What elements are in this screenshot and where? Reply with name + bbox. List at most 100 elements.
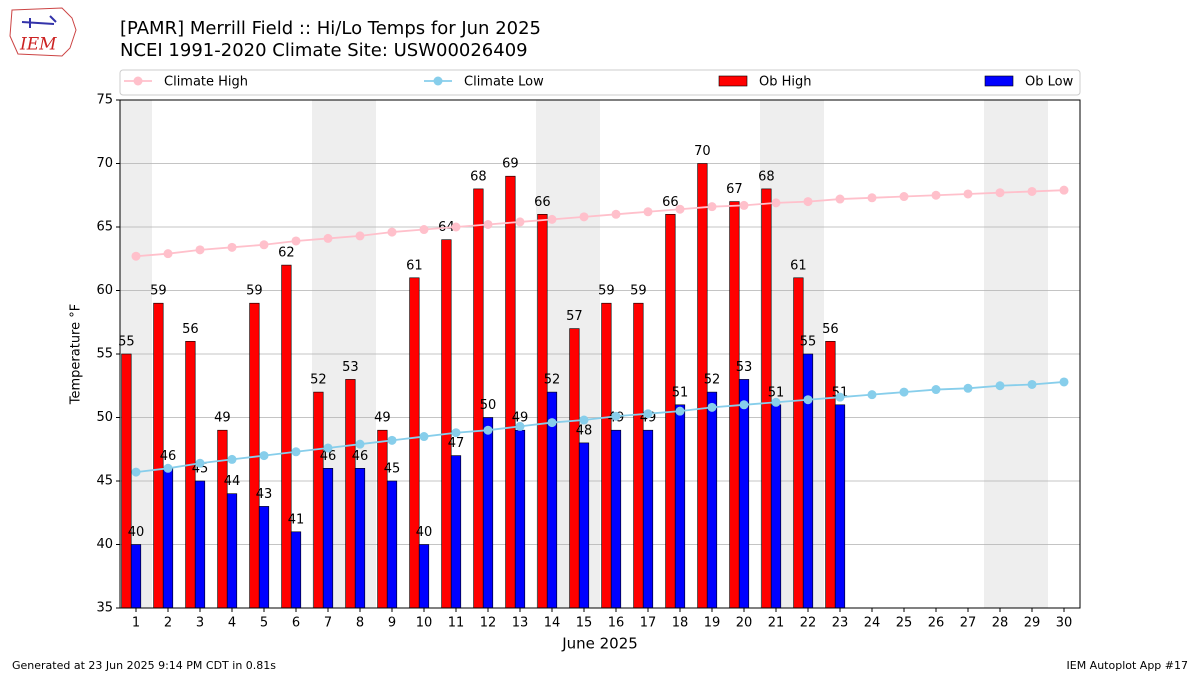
point — [227, 454, 237, 464]
bar — [569, 328, 580, 609]
x-tick-label: 28 — [992, 616, 1009, 631]
x-tick-label: 7 — [324, 616, 332, 631]
point — [739, 200, 749, 210]
data-label: 40 — [128, 525, 145, 540]
data-label: 55 — [800, 335, 817, 350]
plot-frame — [119, 99, 1081, 609]
legend-label: Climate High — [164, 75, 248, 90]
point — [355, 231, 365, 241]
bar — [802, 353, 814, 609]
bar — [825, 340, 836, 609]
point — [291, 236, 301, 246]
y-tick-label: 60 — [96, 283, 113, 298]
x-tick-label: 2 — [164, 616, 172, 631]
logo-icon — [21, 15, 57, 28]
y-axis-label: Temperature °F — [69, 304, 84, 405]
point — [515, 421, 525, 431]
legend-swatch — [984, 75, 1014, 87]
y-tick-label: 50 — [96, 410, 113, 425]
point — [387, 435, 397, 445]
x-tick-label: 3 — [196, 616, 204, 631]
x-tick-label: 9 — [388, 616, 396, 631]
x-tick-label: 26 — [928, 616, 945, 631]
data-label: 45 — [192, 462, 209, 477]
x-tick-label: 5 — [260, 616, 268, 631]
bar — [130, 544, 142, 609]
point — [707, 402, 717, 412]
bar — [578, 442, 590, 609]
bar — [418, 544, 430, 609]
data-label: 49 — [512, 411, 529, 426]
data-label: 59 — [150, 284, 167, 299]
point — [835, 392, 845, 402]
bar — [377, 429, 388, 609]
legend-marker — [133, 76, 143, 86]
data-label: 51 — [672, 385, 689, 400]
bar — [793, 277, 804, 609]
bar — [258, 506, 270, 609]
point — [643, 409, 653, 419]
data-label: 40 — [416, 525, 433, 540]
point — [515, 217, 525, 227]
point — [579, 212, 589, 222]
x-tick-label: 11 — [448, 616, 465, 631]
x-axis-label: June 2025 — [561, 635, 638, 653]
data-label: 59 — [598, 284, 615, 299]
bar — [642, 429, 654, 609]
x-tick-label: 13 — [512, 616, 529, 631]
bar — [706, 391, 718, 609]
x-tick-label: 27 — [960, 616, 977, 631]
bar — [354, 467, 366, 609]
bar — [482, 417, 494, 609]
point — [899, 192, 909, 202]
x-tick-label: 8 — [356, 616, 364, 631]
point — [547, 418, 557, 428]
data-label: 46 — [352, 449, 369, 464]
point — [771, 198, 781, 208]
point — [611, 411, 621, 421]
x-tick-label: 4 — [228, 616, 236, 631]
chart-subtitle: NCEI 1991-2020 Climate Site: USW00026409 — [120, 40, 528, 61]
point — [995, 381, 1005, 391]
point — [707, 202, 717, 212]
bar — [290, 531, 302, 609]
data-label: 49 — [374, 411, 391, 426]
legend-swatch — [718, 75, 748, 87]
x-tick-label: 1 — [132, 616, 140, 631]
line — [135, 189, 1065, 258]
x-tick-label: 15 — [576, 616, 593, 631]
x-tick-label: 30 — [1056, 616, 1073, 631]
point — [451, 428, 461, 438]
bar — [450, 455, 462, 609]
bar — [601, 302, 612, 609]
point — [1059, 377, 1069, 387]
x-tick-label: 23 — [832, 616, 849, 631]
point — [195, 245, 205, 255]
point — [291, 447, 301, 457]
bar — [514, 429, 526, 609]
data-label: 53 — [736, 360, 753, 375]
footer-right: IEM Autoplot App #17 — [1067, 659, 1189, 672]
data-label: 52 — [544, 373, 561, 388]
bar — [313, 391, 324, 609]
data-label: 68 — [470, 169, 487, 184]
point — [739, 400, 749, 410]
logo-text: IEM — [19, 35, 57, 55]
bar — [322, 467, 334, 609]
point — [323, 233, 333, 243]
bar — [633, 302, 644, 609]
point — [195, 458, 205, 468]
footer-left: Generated at 23 Jun 2025 9:14 PM CDT in … — [12, 659, 276, 672]
y-tick-label: 70 — [96, 156, 113, 171]
bar — [834, 404, 846, 609]
point — [963, 189, 973, 199]
data-label: 61 — [790, 258, 807, 273]
bar — [770, 404, 782, 609]
point — [835, 194, 845, 204]
x-tick-label: 10 — [416, 616, 433, 631]
x-tick-label: 12 — [480, 616, 497, 631]
data-label: 56 — [182, 322, 199, 337]
point — [963, 383, 973, 393]
point — [931, 385, 941, 395]
point — [323, 443, 333, 453]
